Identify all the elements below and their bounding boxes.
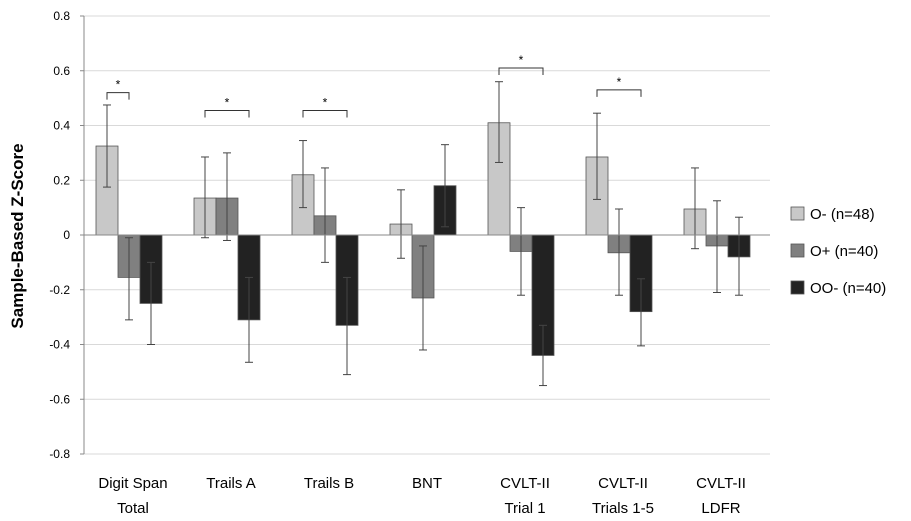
legend-label: OO- (n=40) — [810, 280, 886, 297]
significance-bracket — [302, 109, 348, 118]
category-label: CVLT-II — [500, 475, 550, 492]
legend-label: O+ (n=40) — [810, 243, 878, 260]
y-tick-label: 0.4 — [53, 119, 70, 133]
category-label: Trails B — [304, 475, 354, 492]
significance-bracket — [498, 67, 544, 76]
category-label: LDFR — [701, 500, 740, 517]
category-label: Trials 1-5 — [592, 500, 654, 517]
y-axis-label: Sample-Based Z-Score — [8, 143, 27, 328]
significance-marker: * — [116, 78, 121, 92]
axes — [83, 16, 770, 454]
category-label: Trial 1 — [504, 500, 545, 517]
legend-label: O- (n=48) — [810, 206, 875, 223]
category-label: Trails A — [206, 475, 255, 492]
y-tick-label: 0.8 — [53, 9, 70, 23]
legend-swatch — [790, 280, 805, 295]
error-bars — [103, 81, 743, 387]
x-category-labels: Digit Span Total Trails A Trails B BNT CVLT-I… — [98, 475, 745, 517]
y-tick-label: -0.8 — [49, 447, 70, 461]
legend: O- (n=48) O+ (n=40) OO- (n=40) — [790, 206, 886, 297]
y-tick-label: 0.2 — [53, 173, 70, 187]
y-tick-label: -0.4 — [49, 338, 70, 352]
significance-bracket — [596, 89, 642, 97]
legend-swatch — [790, 243, 805, 258]
significance-marker: * — [225, 95, 230, 109]
category-label: CVLT-II — [598, 475, 648, 492]
y-tick-label: -0.6 — [49, 392, 70, 406]
significance-marker: * — [519, 53, 524, 67]
significance-bracket — [106, 92, 130, 100]
category-label: CVLT-II — [696, 475, 746, 492]
y-tick-label: -0.2 — [49, 283, 70, 297]
significance-marker: * — [323, 95, 328, 109]
significance-bracket — [204, 109, 250, 118]
category-label: BNT — [412, 475, 442, 492]
significance-marker: * — [617, 75, 622, 89]
y-tick-label: 0 — [63, 228, 70, 242]
category-label: Digit Span — [98, 475, 167, 492]
legend-swatch — [790, 206, 805, 221]
significance-brackets: * * * * * — [106, 53, 642, 118]
y-tick-label: 0.6 — [53, 64, 70, 78]
category-label: Total — [117, 500, 149, 517]
y-tick-labels: -0.8 -0.6 -0.4 -0.2 0 0.2 0.4 0.6 0.8 — [49, 9, 70, 461]
